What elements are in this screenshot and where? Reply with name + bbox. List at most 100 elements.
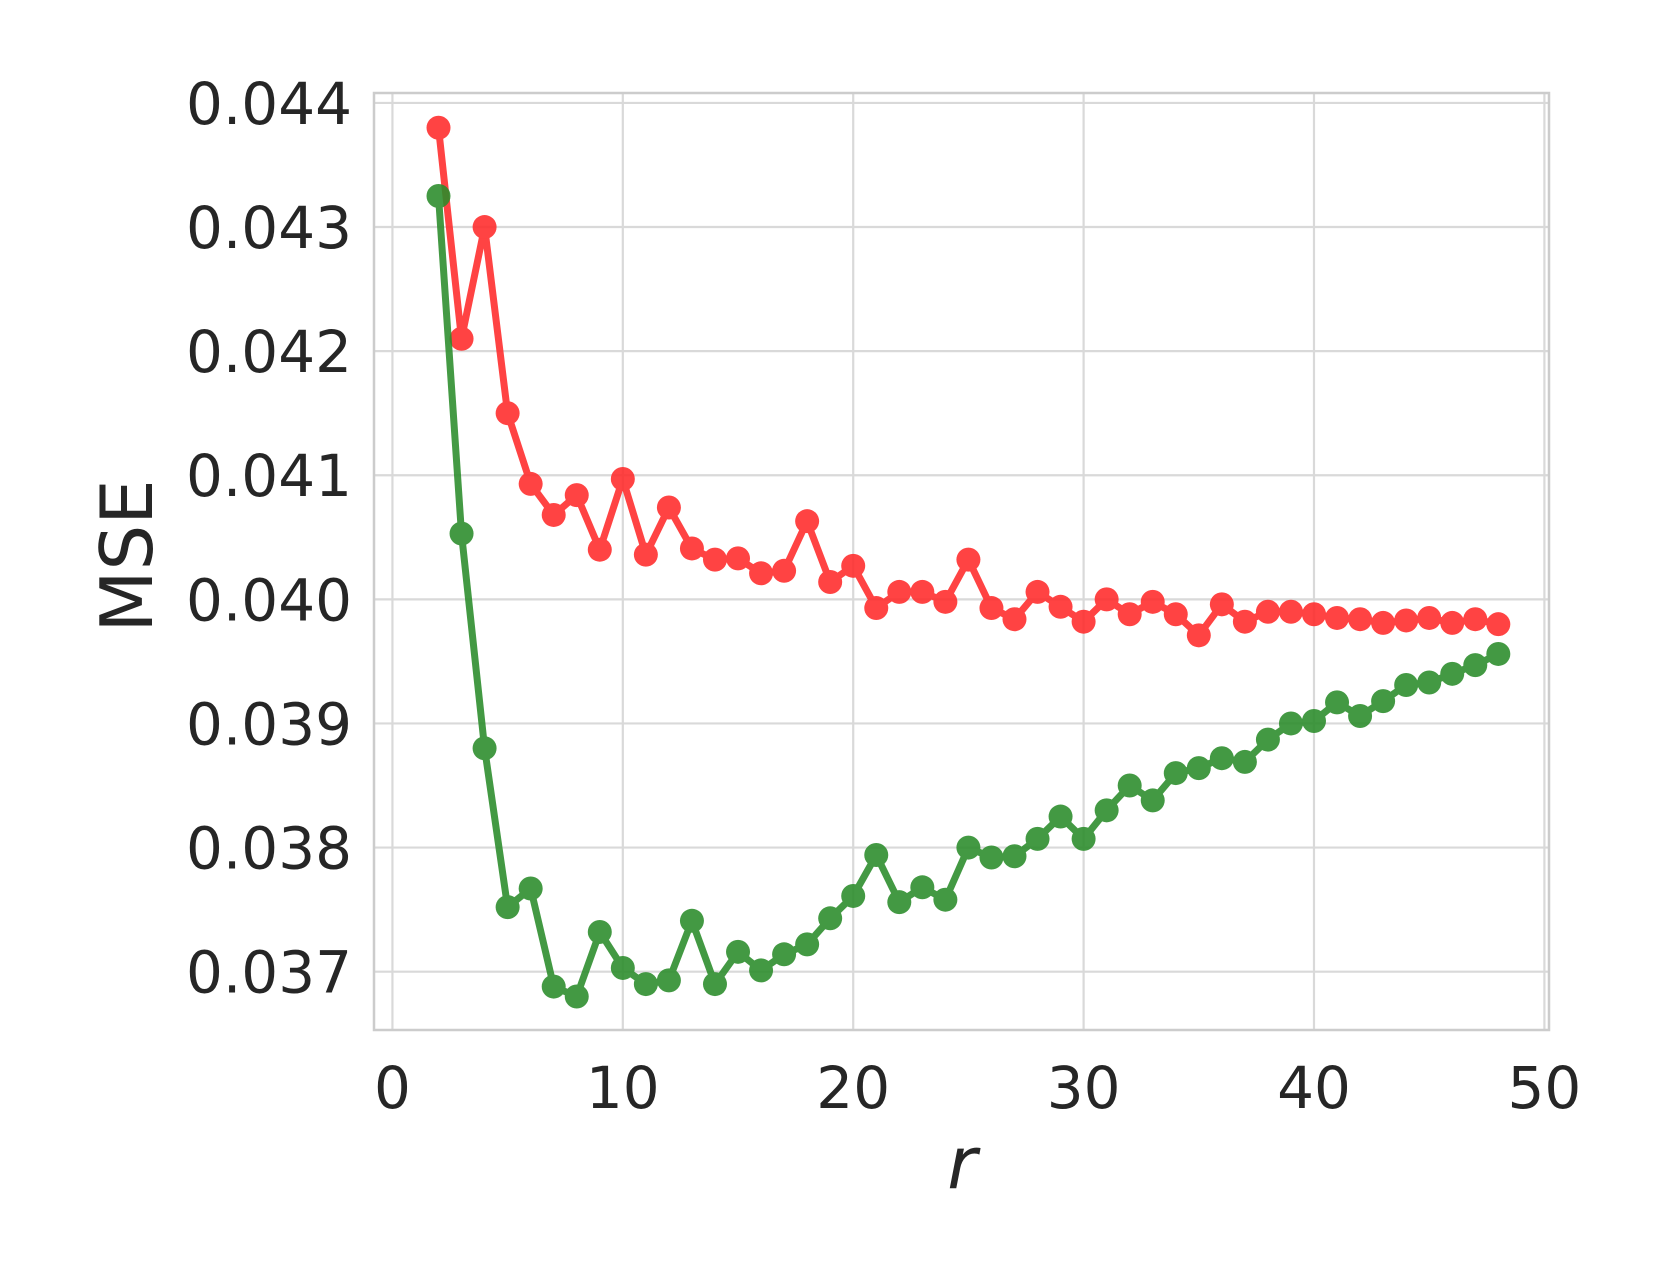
y-tick-label: 0.039 [186, 690, 352, 758]
data-point [1371, 610, 1396, 635]
data-point [610, 466, 635, 491]
data-point [1486, 612, 1511, 637]
x-axis-label: r [947, 1121, 981, 1205]
data-point [772, 942, 797, 967]
data-point [1209, 592, 1234, 617]
data-point [1140, 788, 1165, 813]
data-point [979, 596, 1004, 621]
data-point [610, 955, 635, 980]
data-point [795, 509, 820, 534]
data-point [1302, 708, 1326, 733]
data-point [956, 835, 981, 860]
data-point [541, 502, 566, 527]
data-point [1255, 599, 1280, 624]
data-point [656, 495, 681, 520]
data-point [1163, 761, 1188, 786]
data-point [1025, 826, 1050, 851]
data-point [1255, 727, 1280, 752]
data-series [426, 115, 1511, 1009]
x-tick-label: 40 [1277, 1054, 1351, 1122]
data-point [818, 569, 843, 594]
data-point [587, 919, 612, 944]
data-point [749, 958, 774, 983]
data-point [495, 895, 520, 920]
data-point [1232, 609, 1257, 634]
data-point [1486, 641, 1511, 666]
data-point [1140, 589, 1165, 614]
y-tick-label: 0.038 [186, 815, 352, 883]
data-point [1394, 672, 1419, 697]
x-tick-label: 20 [816, 1054, 890, 1122]
data-point [1440, 661, 1465, 686]
data-point [426, 115, 451, 140]
data-point [1094, 587, 1119, 612]
x-tick-label: 0 [374, 1054, 411, 1122]
data-point [1302, 602, 1326, 627]
data-point [818, 906, 843, 931]
data-point [749, 561, 774, 586]
data-point [1002, 607, 1027, 632]
data-point [449, 521, 474, 546]
data-point [979, 845, 1004, 870]
y-tick-label: 0.044 [186, 70, 352, 138]
data-point [518, 471, 543, 496]
data-point [795, 932, 820, 957]
x-tick-label: 50 [1507, 1054, 1581, 1122]
data-point [656, 968, 681, 993]
data-point [1325, 605, 1350, 630]
data-point [702, 972, 727, 997]
x-tick-labels: 0 10 20 30 40 50 [374, 1054, 1581, 1122]
data-point [933, 887, 958, 912]
series-0 [426, 115, 1511, 648]
y-tick-label: 0.042 [186, 318, 352, 386]
data-point [564, 984, 589, 1009]
data-point [587, 537, 612, 562]
data-point [1071, 609, 1096, 634]
data-point [1002, 844, 1027, 869]
data-point [1048, 594, 1073, 619]
data-point [1232, 749, 1257, 774]
data-point [1071, 826, 1096, 851]
x-tick-label: 30 [1047, 1054, 1121, 1122]
data-point [1417, 670, 1442, 695]
data-point [1348, 704, 1373, 729]
y-tick-label: 0.040 [186, 566, 352, 634]
data-point [841, 883, 866, 908]
y-tick-labels: 0.037 0.038 0.039 0.040 0.041 0.042 0.043 0.044 [186, 70, 352, 1007]
data-point [1025, 579, 1050, 604]
data-point [1463, 653, 1488, 678]
data-point [1325, 690, 1350, 715]
data-point [1048, 804, 1073, 829]
y-tick-label: 0.037 [186, 939, 352, 1007]
data-point [864, 843, 889, 868]
data-point [541, 974, 566, 999]
data-point [426, 184, 451, 209]
x-tick-label: 10 [586, 1054, 660, 1122]
data-point [1209, 746, 1234, 771]
data-point [1186, 623, 1211, 648]
data-point [1186, 756, 1211, 781]
y-tick-label: 0.041 [186, 442, 352, 510]
data-point [1278, 599, 1303, 624]
data-point [726, 939, 751, 964]
data-point [518, 876, 543, 901]
data-point [726, 546, 751, 571]
plot-frame [372, 91, 1551, 1032]
data-point [910, 579, 935, 604]
data-point [702, 547, 727, 572]
data-point [633, 542, 658, 567]
data-point [449, 326, 474, 351]
data-point [1371, 689, 1396, 714]
data-point [1440, 610, 1465, 635]
data-point [495, 401, 520, 426]
data-point [1417, 605, 1442, 630]
data-point [1394, 608, 1419, 633]
data-point [956, 547, 981, 572]
y-tick-label: 0.043 [186, 194, 352, 262]
data-point [679, 536, 704, 561]
data-point [564, 483, 589, 508]
data-point [679, 908, 704, 933]
data-point [1094, 798, 1119, 823]
data-point [1117, 602, 1142, 627]
